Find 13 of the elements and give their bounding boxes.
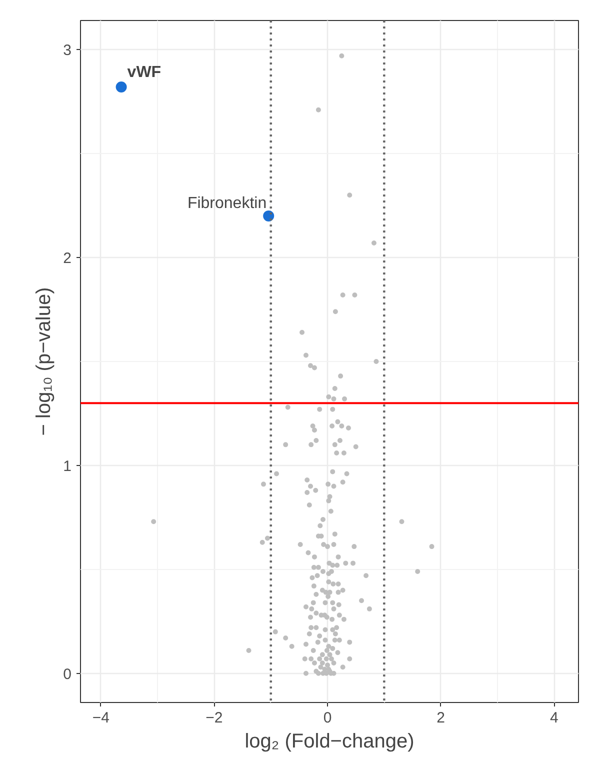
annotation: vWF: [127, 64, 162, 82]
y-tick-label: 0: [63, 666, 72, 683]
y-axis-title: − log₁₀ (p−value): [33, 287, 56, 436]
y-tick-label: 3: [63, 42, 72, 60]
x-tick-label: 4: [550, 710, 558, 726]
x-tick-label: −2: [206, 710, 223, 726]
x-tick-label: 0: [323, 710, 332, 726]
x-axis-title: log₂ (Fold−change): [244, 730, 414, 752]
annotation: Fibronektin: [187, 194, 267, 212]
x-tick-label: 2: [436, 710, 445, 726]
y-tick-label: 1: [63, 458, 72, 475]
y-tick-label: 2: [63, 250, 72, 268]
x-tick-label: −4: [92, 710, 110, 726]
